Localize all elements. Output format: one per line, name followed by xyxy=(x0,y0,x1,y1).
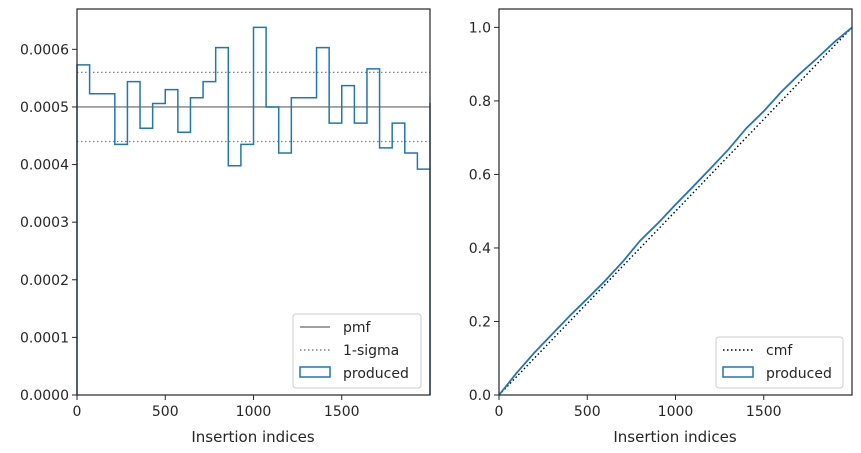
histogram-legend-box xyxy=(292,313,422,389)
x-tick-label: 500 xyxy=(574,404,601,420)
cumulative-panel: 0 500 1000 1500 0.0 0.2 0.4 0.6 0.8 1.0 Insertio… xyxy=(469,8,853,446)
x-tick-label: 1000 xyxy=(658,404,694,420)
legend-cumulative-produced-swatch xyxy=(722,366,754,378)
x-tick-label: 0 xyxy=(73,404,82,420)
cumulative-plot-area xyxy=(498,26,853,396)
y-tick-label: 0.0001 xyxy=(20,330,69,346)
produced-histogram-step xyxy=(76,26,431,395)
cumulative-x-axis-label: Insertion indices xyxy=(613,428,736,446)
histogram-legend: pmf 1-sigma produced xyxy=(292,313,422,389)
histogram-panel: 0 500 1000 1500 0.00000.00010.00020.00030.0… xyxy=(20,8,431,446)
y-tick-label: 0.0002 xyxy=(20,273,69,289)
legend-pmf-label: pmf xyxy=(343,320,372,336)
x-tick-label: 1500 xyxy=(324,404,360,420)
legend-cumulative-produced-label: produced xyxy=(766,366,832,382)
legend-produced-swatch xyxy=(299,366,331,378)
cumulative-y-ticks: 0.0 0.2 0.4 0.6 0.8 1.0 xyxy=(469,20,499,404)
y-tick-label: 0.0003 xyxy=(20,215,69,231)
legend-cmf-label: cmf xyxy=(766,343,793,359)
legend-1-sigma-label: 1-sigma xyxy=(343,343,399,359)
x-tick-label: 0 xyxy=(495,404,504,420)
histogram-y-ticks: 0.0000 0.0001 0.0002 0.0003 0.0004 0.0005 0.00… xyxy=(20,42,77,404)
y-tick-label: 0.0004 xyxy=(20,158,69,174)
x-tick-label: 500 xyxy=(152,404,179,420)
cmf-line xyxy=(498,26,853,396)
x-tick-label: 1000 xyxy=(236,404,272,420)
y-tick-label: 0.4 xyxy=(469,241,491,257)
y-tick-label: 0.0006 xyxy=(20,42,69,58)
y-tick-label: 0.0000 xyxy=(20,388,69,404)
histogram-plot-area xyxy=(76,26,431,395)
histogram-x-ticks: 0 500 1000 1500 xyxy=(73,395,360,420)
y-tick-label: 0.0005 xyxy=(20,100,69,116)
histogram-x-axis-label: Insertion indices xyxy=(191,428,314,446)
x-tick-label: 1500 xyxy=(746,404,782,420)
cumulative-x-ticks: 0 500 1000 1500 xyxy=(495,395,782,420)
y-tick-label: 0.2 xyxy=(469,314,491,330)
legend-produced-label: produced xyxy=(343,366,409,382)
y-tick-label: 0.8 xyxy=(469,94,491,110)
produced-cumulative-line xyxy=(498,26,853,396)
y-tick-label: 0.6 xyxy=(469,167,491,183)
cumulative-legend: cmf produced xyxy=(715,336,844,389)
y-tick-label: 1.0 xyxy=(469,20,491,36)
y-tick-label: 0.0 xyxy=(469,388,491,404)
